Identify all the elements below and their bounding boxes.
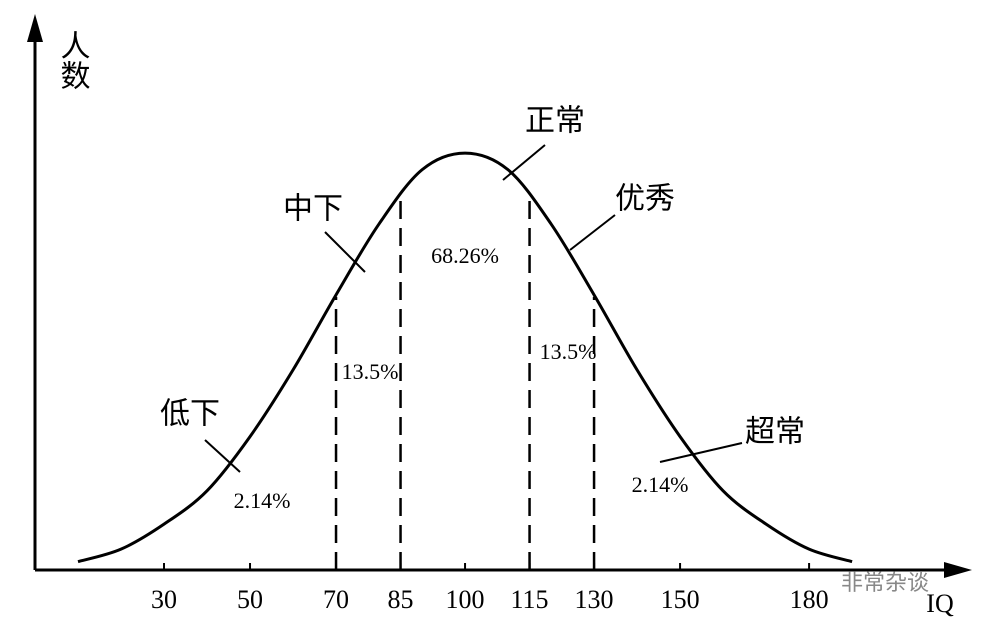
annotation: 13.5% bbox=[342, 359, 399, 384]
y-axis-label: 人数 bbox=[55, 30, 90, 90]
x-tick-label: 115 bbox=[511, 585, 549, 614]
curve bbox=[77, 151, 853, 564]
x-tick-label: 100 bbox=[446, 585, 485, 614]
x-tick-label: 150 bbox=[661, 585, 700, 614]
x-tick-label: 30 bbox=[151, 585, 177, 614]
annotation-pointer bbox=[502, 144, 546, 181]
annotation: 正常 bbox=[525, 104, 585, 139]
watermark: 非常杂谈 bbox=[841, 571, 929, 596]
x-tick-label: 50 bbox=[237, 585, 263, 614]
x-tick-label: 85 bbox=[388, 585, 414, 614]
annotation-pointer bbox=[204, 439, 241, 473]
annotation: 超常 bbox=[745, 415, 805, 450]
annotation-pointer bbox=[659, 442, 743, 463]
annotation: 中下 bbox=[283, 192, 343, 227]
annotation: 优秀 bbox=[615, 182, 675, 217]
x-tick-label: 70 bbox=[323, 585, 349, 614]
annotation: 13.5% bbox=[540, 339, 597, 364]
x-axis-arrow bbox=[944, 562, 972, 578]
annotation-pointer bbox=[569, 214, 616, 251]
annotation-pointer bbox=[324, 231, 366, 273]
x-axis-label: IQ bbox=[926, 589, 954, 618]
x-tick-label: 180 bbox=[790, 585, 829, 614]
annotation: 2.14% bbox=[632, 472, 689, 497]
annotation: 68.26% bbox=[431, 243, 499, 268]
x-tick-label: 130 bbox=[575, 585, 614, 614]
y-axis-arrow bbox=[27, 14, 43, 42]
annotation: 低下 bbox=[160, 397, 220, 432]
annotation: 2.14% bbox=[234, 488, 291, 513]
